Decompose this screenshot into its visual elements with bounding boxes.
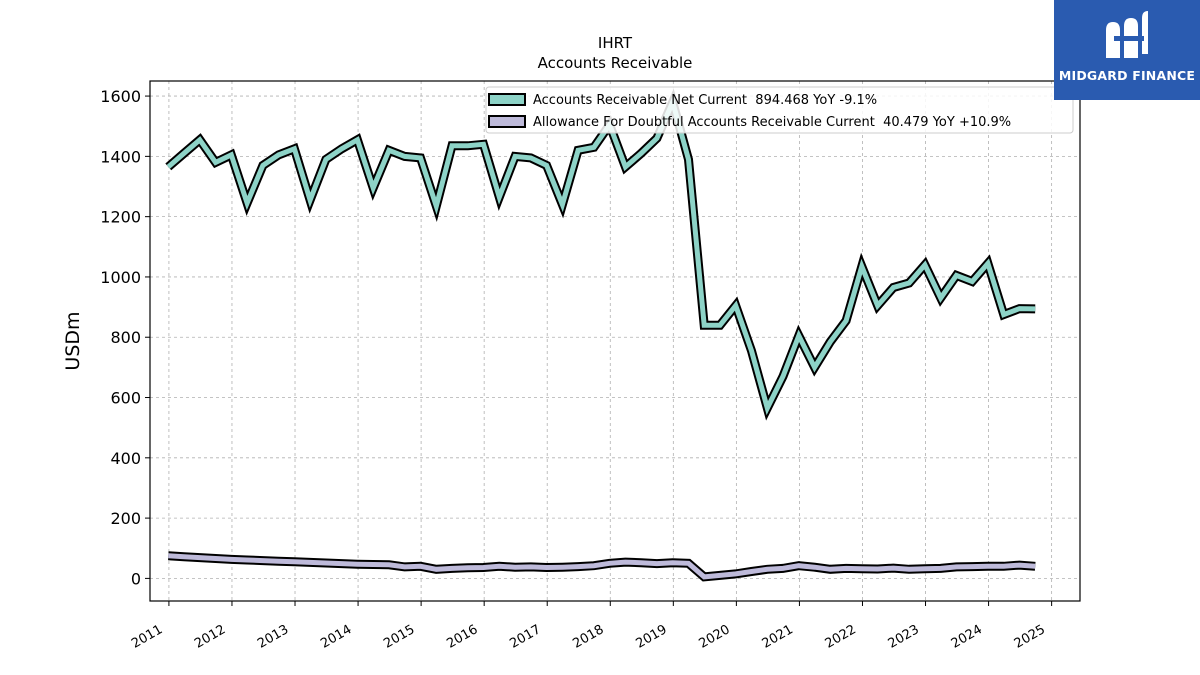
series-line-0 [166, 94, 1036, 416]
legend: Accounts Receivable Net Current 894.468 … [485, 86, 1074, 134]
y-axis-label: USDm [62, 311, 84, 370]
y-tick-label: 1000 [100, 268, 141, 287]
x-tick-label: 2013 [255, 622, 291, 652]
x-tick-label: 2016 [444, 622, 480, 652]
legend-swatch-net-current [488, 93, 526, 106]
logo-text: MIDGARD FINANCE [1058, 68, 1196, 83]
y-tick-label: 200 [110, 509, 141, 528]
x-tick-label: 2019 [633, 622, 669, 652]
x-tick-label: 2025 [1012, 622, 1048, 652]
x-tick-label: 2015 [381, 622, 417, 652]
midgard-finance-logo: MIDGARD FINANCE [1054, 0, 1200, 100]
x-tick-label: 2018 [570, 622, 606, 652]
y-tick-label: 400 [110, 449, 141, 468]
legend-swatch-allowance [488, 115, 526, 128]
chart-title: IHRT [598, 34, 633, 52]
logo-mark-icon [1106, 11, 1148, 58]
x-tick-label: 2021 [760, 622, 796, 652]
x-tick-label: 2014 [318, 622, 354, 652]
y-tick-label: 1400 [100, 147, 141, 166]
x-tick-label: 2011 [129, 622, 165, 652]
x-tick-label: 2022 [823, 622, 859, 652]
legend-label-net-current: Accounts Receivable Net Current 894.468 … [533, 93, 877, 108]
x-tick-label: 2020 [697, 622, 733, 652]
series-layer [165, 88, 1036, 582]
x-tick-label: 2012 [192, 622, 228, 652]
chart-subtitle: Accounts Receivable [538, 54, 693, 72]
y-tick-label: 600 [110, 389, 141, 408]
plot-frame [149, 80, 1081, 602]
y-tick-label: 1200 [100, 208, 141, 227]
x-tick-label: 2023 [886, 622, 922, 652]
y-tick-label: 1600 [100, 87, 141, 106]
y-axis: 0 200 400 600 800 1000 1200 1400 1600 [100, 87, 150, 588]
legend-box [485, 86, 1074, 134]
series-outline-0 [165, 88, 1036, 421]
y-tick-label: 800 [110, 328, 141, 347]
series-line-1 [168, 553, 1036, 580]
y-tick-label: 0 [131, 569, 141, 588]
x-tick-label: 2024 [949, 622, 985, 652]
grid-layer [150, 81, 1080, 601]
x-tick-label: 2017 [507, 622, 543, 652]
x-axis: 2011 2012 2013 2014 2015 2016 2017 2018 2019 2020… [129, 601, 1053, 652]
legend-label-allowance: Allowance For Doubtful Accounts Receivab… [533, 115, 1011, 130]
